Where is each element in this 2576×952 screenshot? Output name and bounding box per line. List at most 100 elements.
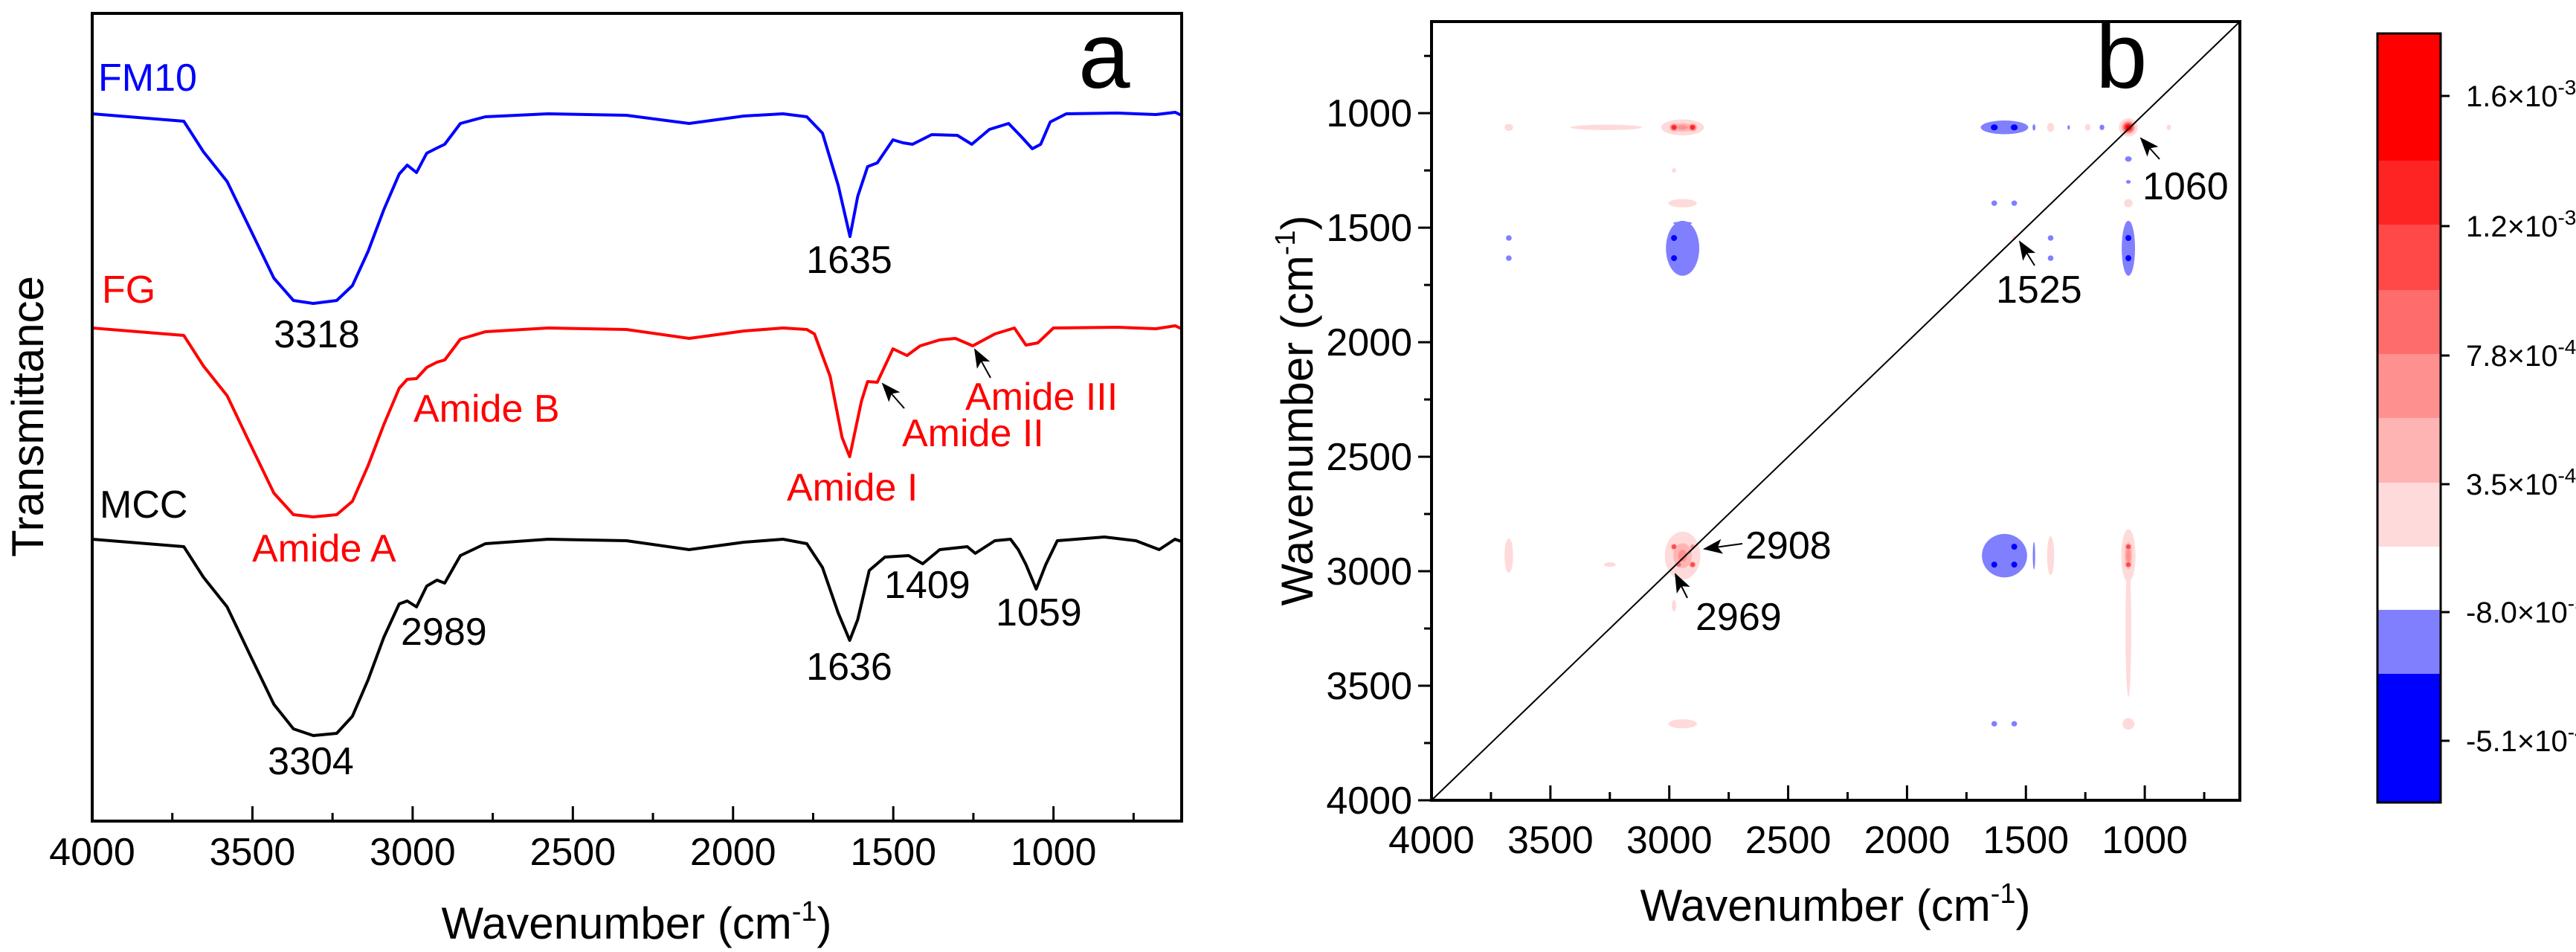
contour-spot	[1506, 235, 1512, 241]
contour-spot	[2126, 544, 2131, 550]
contour-spot	[1678, 550, 1687, 562]
x-tick-label: 3000	[370, 831, 456, 874]
arrow-amide-iii	[974, 348, 991, 379]
label-amide-i: Amide I	[787, 466, 918, 509]
contour-spot	[2011, 200, 2018, 206]
contour-spot	[2011, 721, 2018, 727]
peak-label-3318: 3318	[274, 313, 360, 356]
panel-a-y-axis-title: Transmittance	[3, 276, 53, 557]
colorbar-tick-label: 1.6×10-3	[2466, 76, 2576, 113]
contour-spot	[1668, 199, 1697, 208]
colorbar-band	[2377, 674, 2441, 803]
panel-a-label: a	[1078, 4, 1130, 108]
contour-spot	[2125, 235, 2132, 242]
spectra-lines	[92, 111, 1182, 737]
contour-spot	[2047, 536, 2055, 576]
x-tick-label: 2000	[1864, 819, 1951, 862]
contour-spot	[1571, 124, 1642, 130]
colorbar-band	[2377, 354, 2441, 419]
panel-a-annotations: FM10 1635 3318 FG Amide B Amide I Amide …	[98, 57, 1118, 783]
label-fg: FG	[102, 268, 155, 312]
y-tick-label: 3000	[1326, 550, 1412, 594]
peak-label-1060: 1060	[2142, 165, 2229, 208]
peak-label-1636: 1636	[806, 646, 892, 689]
colorbar-frame	[2376, 32, 2442, 804]
x-tick-label: 2500	[529, 831, 616, 874]
arrow-2969	[1675, 573, 1690, 599]
colorbar-band	[2377, 161, 2441, 225]
colorbar-tick-label: -8.0×10-5	[2466, 592, 2576, 629]
contour-spot	[1991, 562, 1997, 568]
label-amide-iii: Amide III	[965, 376, 1118, 419]
x-tick-label: 1500	[1983, 819, 2069, 862]
contour-spot	[1991, 200, 1997, 206]
x-tick-label: 3500	[1507, 819, 1594, 862]
peak-label-2908: 2908	[1745, 524, 1832, 567]
colorbar-band	[2377, 483, 2441, 547]
contour-spot	[2047, 123, 2055, 132]
colorbar-tick-label: -5.1×10-4	[2466, 721, 2576, 758]
contour-spot	[2084, 123, 2091, 131]
contour-spot	[1672, 168, 1677, 173]
contour-spot	[1671, 235, 1678, 242]
peak-label-2969: 2969	[1696, 596, 1782, 639]
contour-spot	[2099, 124, 2105, 130]
label-amide-ii: Amide II	[902, 412, 1044, 455]
panel-b-label: b	[2096, 4, 2148, 108]
contour-spot	[2032, 123, 2036, 131]
peak-label-1635: 1635	[806, 239, 892, 282]
peak-label-1409: 1409	[884, 564, 970, 607]
colorbar-band	[2377, 33, 2441, 161]
series-line-fg	[92, 324, 1182, 518]
arrow-1525	[2018, 240, 2036, 266]
contour-spot	[1671, 255, 1678, 262]
contour-spot	[2122, 220, 2136, 276]
series-line-mcc	[92, 536, 1182, 737]
panel-b-annotations: 1060 1525 2908 2969	[1675, 137, 2229, 639]
panel-a-frame	[91, 12, 1183, 823]
contour-spot	[2126, 549, 2131, 562]
contour-spot	[2124, 199, 2133, 208]
y-tick-label: 2000	[1326, 321, 1412, 364]
peak-label-1525: 1525	[1996, 268, 2082, 312]
series-line-fm10	[92, 111, 1182, 305]
colorbar-band	[2377, 610, 2441, 675]
contour-spot	[2010, 124, 2018, 131]
contour-spot	[1504, 538, 1513, 573]
panel-a: 4000 3500 3000 2500 2000 1500 1000 a Transmitt…	[3, 4, 1183, 948]
panel-b: 4000 3500 3000 2500 2000 1500 1000 1000 1500 2000…	[1270, 4, 2576, 930]
contour-spot	[2125, 180, 2131, 184]
x-tick-label: 1500	[850, 831, 936, 874]
panel-b-frame	[1430, 20, 2241, 802]
x-tick-label: 2000	[690, 831, 776, 874]
y-tick-label: 2500	[1326, 436, 1412, 479]
diagonal-line	[1431, 21, 2241, 801]
colorbar: 1.6×10-3 1.2×10-3 7.8×10-4 3.5×10-4 -8.0×10-…	[2376, 32, 2576, 804]
colorbar-band	[2377, 547, 2441, 611]
colorbar-tick-label: 3.5×10-4	[2466, 464, 2576, 501]
contour-spot	[2125, 559, 2131, 698]
x-tick-label: 4000	[49, 831, 135, 874]
contour-spot	[2011, 562, 2018, 568]
contour-spot	[1504, 123, 1513, 131]
label-amide-b: Amide B	[413, 387, 560, 431]
contour-spot	[1982, 533, 2027, 578]
arrow-1060	[2139, 137, 2160, 160]
colorbar-tick-label: 7.8×10-4	[2466, 335, 2576, 373]
contour-spot	[2011, 544, 2018, 550]
x-tick-label: 3000	[1626, 819, 1713, 862]
contour-spot	[2047, 235, 2054, 241]
label-amide-a: Amide A	[252, 527, 396, 570]
label-fm10: FM10	[98, 57, 197, 100]
contour-spot	[1603, 562, 1616, 567]
contour-spot	[2166, 124, 2171, 130]
contour-spot	[1991, 124, 1998, 131]
colorbar-band	[2377, 418, 2441, 483]
contour-spot	[1672, 599, 1677, 611]
contour-spot	[1677, 125, 1688, 130]
contour-spot	[2125, 156, 2132, 162]
correlation-contours	[1504, 118, 2171, 730]
arrow-amide-ii	[881, 382, 905, 409]
colorbar-tick-label: 1.2×10-3	[2466, 206, 2576, 243]
